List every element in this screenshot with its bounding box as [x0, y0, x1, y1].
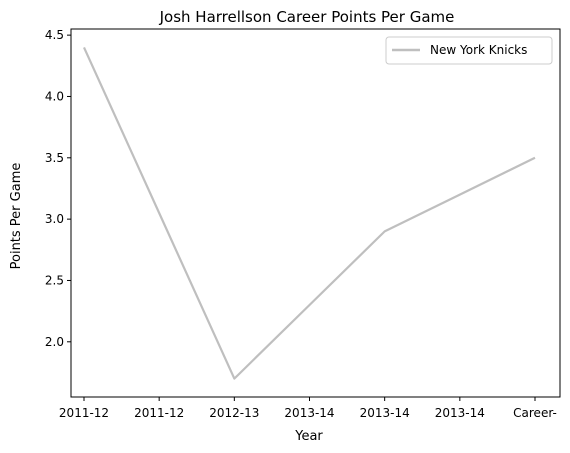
series-layer — [82, 46, 536, 380]
y-tick-label: 4.5 — [45, 28, 64, 42]
x-tick-label: Career- — [513, 406, 557, 420]
y-tick-label: 3.5 — [45, 151, 64, 165]
x-tick-label: 2011-12 — [134, 406, 184, 420]
legend: New York Knicks — [385, 36, 553, 65]
x-tick-label: 2012-13 — [209, 406, 259, 420]
x-axis-ticks: 2011-12 2011-12 2012-13 2013-14 2013-14 2013-… — [59, 397, 557, 420]
x-tick-label: 2011-12 — [59, 406, 109, 420]
y-axis-label: Points Per Game — [9, 163, 24, 270]
x-tick-label: 2013-14 — [360, 406, 410, 420]
y-tick-label: 4.0 — [45, 89, 64, 103]
y-tick-label: 3.0 — [45, 212, 64, 226]
legend-box — [385, 36, 553, 65]
y-tick-label: 2.5 — [45, 273, 64, 287]
x-tick-label: 2013-14 — [284, 406, 334, 420]
y-axis-ticks: 2.0 2.5 3.0 3.5 4.0 4.5 — [45, 28, 71, 349]
y-tick-label: 2.0 — [45, 335, 64, 349]
legend-label: New York Knicks — [430, 43, 527, 57]
x-tick-label: 2013-14 — [435, 406, 485, 420]
plot-area — [70, 28, 561, 398]
chart-title: Josh Harrellson Career Points Per Game — [159, 8, 455, 26]
series-line — [82, 46, 536, 380]
x-axis-label: Year — [294, 429, 323, 444]
